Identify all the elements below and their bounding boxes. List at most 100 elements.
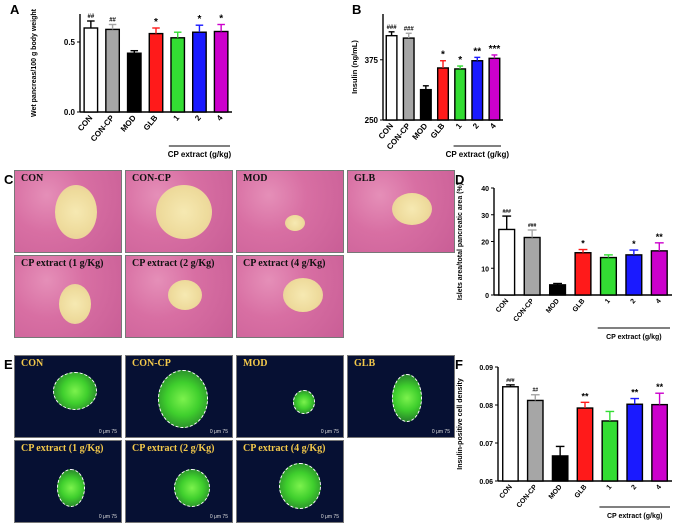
category-label: 1 (171, 113, 181, 123)
significance-mark: ### (404, 26, 415, 32)
significance-mark: ## (533, 388, 539, 394)
significance-mark: * (154, 17, 158, 28)
significance-mark: ### (387, 25, 398, 31)
bar (191, 31, 207, 113)
y-tick-label: 250 (365, 116, 379, 125)
islet (293, 390, 315, 414)
category-label: CON-CP (516, 484, 539, 510)
bar (436, 67, 450, 121)
bar (551, 455, 569, 482)
group-label: CP extract (g/kg) (607, 513, 663, 520)
y-tick-label: 40 (481, 186, 489, 193)
category-label: GLB (142, 113, 160, 132)
category-label: 4 (655, 298, 663, 306)
he-label-con: CON (21, 173, 44, 184)
category-label: GLB (429, 121, 447, 140)
category-label: MOD (545, 298, 561, 315)
bar (601, 420, 619, 482)
bar (454, 68, 467, 121)
group-label: CP extract (g/kg) (446, 150, 510, 159)
y-tick-label: 0.09 (479, 365, 493, 372)
bar (105, 28, 121, 113)
islet (158, 370, 208, 428)
y-axis-label: Islets area/total pancreatic area (%) (457, 183, 464, 300)
if-label-con: CON (21, 358, 44, 369)
category-label: MOD (548, 484, 564, 501)
he-label-cp-1: CP extract (1 g/Kg) (21, 258, 104, 269)
bar (170, 37, 186, 113)
he-label-glb: GLB (354, 173, 376, 184)
bar (574, 252, 592, 296)
category-label: 2 (630, 484, 638, 492)
he-label-cp-2: CP extract (2 g/Kg) (132, 258, 215, 269)
y-tick-label: 0.08 (479, 403, 493, 410)
y-axis-label: Wet pancreas/100 g body weight (31, 8, 38, 117)
scale-bar: 0 μm 75 (98, 514, 117, 520)
he-image-con: CON (14, 170, 122, 253)
bar (213, 30, 229, 113)
if-image-cp-2: CP extract (2 g/Kg) 0 μm 75 (125, 440, 233, 523)
y-tick-label: 0.0 (64, 108, 76, 117)
islet (283, 278, 323, 312)
if-label-cp-4: CP extract (4 g/Kg) (243, 443, 326, 454)
if-image-con-cp: CON-CP 0 μm 75 (125, 355, 233, 438)
islet (174, 469, 210, 507)
islet (156, 185, 212, 239)
if-label-mod: MOD (243, 358, 268, 369)
category-label: CON-CP (89, 113, 117, 143)
category-label: GLB (572, 298, 587, 314)
panel-letter-e: E (4, 357, 13, 372)
significance-mark: ** (656, 382, 664, 392)
bar (651, 403, 668, 482)
category-label: 2 (471, 121, 481, 131)
he-image-glb: GLB (347, 170, 455, 253)
group-label: CP extract (g/kg) (606, 334, 662, 341)
he-image-mod: MOD (236, 170, 344, 253)
islet (59, 284, 91, 324)
bar (548, 284, 567, 296)
scale-bar: 0 μm 75 (98, 429, 117, 435)
significance-mark: ### (506, 378, 515, 384)
significance-mark: * (458, 55, 462, 66)
y-tick-label: 10 (481, 266, 489, 273)
category-label: 2 (630, 298, 638, 306)
bar (526, 399, 544, 482)
significance-mark: * (219, 14, 223, 25)
panel-letter-c: C (4, 172, 14, 187)
bar (419, 88, 432, 121)
if-image-cp-1: CP extract (1 g/Kg) 0 μm 75 (14, 440, 122, 523)
bar (488, 57, 501, 121)
if-image-con: CON 0 μm 75 (14, 355, 122, 438)
bar (498, 228, 516, 296)
significance-mark: * (197, 14, 201, 25)
bar (148, 32, 164, 113)
y-tick-label: 0.5 (64, 38, 76, 47)
panel-letter-f: F (455, 357, 463, 372)
significance-mark: ** (656, 232, 664, 242)
islet (285, 215, 305, 231)
bar (502, 386, 519, 482)
group-label: CP extract (g/kg) (168, 150, 232, 159)
if-image-glb: GLB 0 μm 75 (347, 355, 455, 438)
significance-mark: ### (528, 223, 537, 229)
category-label: 1 (454, 121, 464, 131)
category-label: MOD (410, 121, 429, 141)
significance-mark: *** (489, 44, 501, 55)
scale-bar: 0 μm 75 (431, 429, 450, 435)
category-label: 4 (488, 121, 498, 131)
bar (83, 27, 99, 113)
bar (385, 34, 398, 121)
he-label-con-cp: CON-CP (132, 173, 171, 184)
scale-bar: 0 μm 75 (320, 514, 339, 520)
significance-mark: ## (88, 14, 95, 20)
category-label: 1 (606, 484, 614, 492)
bar (626, 403, 644, 482)
scale-bar: 0 μm 75 (320, 429, 339, 435)
if-label-cp-2: CP extract (2 g/Kg) (132, 443, 215, 454)
panel-letter-d: D (455, 172, 465, 187)
bar (625, 254, 643, 296)
he-image-cp-2: CP extract (2 g/Kg) (125, 255, 233, 338)
if-label-cp-1: CP extract (1 g/Kg) (21, 443, 104, 454)
if-image-cp-4: CP extract (4 g/Kg) 0 μm 75 (236, 440, 344, 523)
